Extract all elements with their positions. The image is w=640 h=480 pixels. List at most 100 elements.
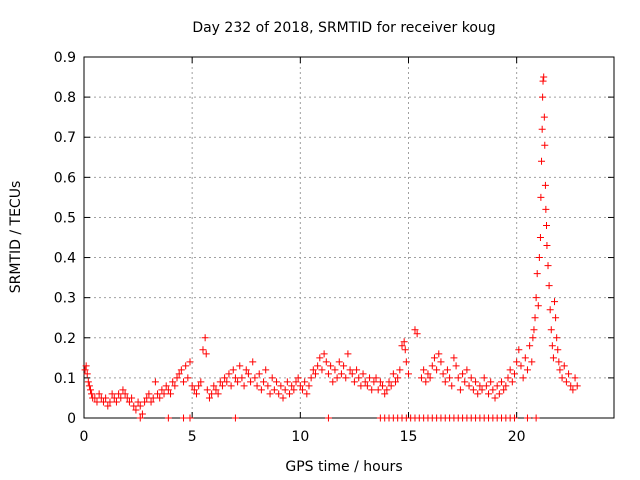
data-point — [84, 378, 92, 386]
data-point — [567, 382, 575, 390]
data-point — [541, 141, 549, 149]
data-point — [102, 394, 110, 402]
data-point — [210, 382, 218, 390]
data-point — [149, 394, 157, 402]
data-point — [539, 77, 547, 85]
data-point — [270, 386, 278, 394]
data-point — [346, 366, 354, 374]
data-point — [303, 390, 311, 398]
x-axis-label: GPS time / hours — [285, 459, 402, 475]
data-point — [86, 386, 94, 394]
plot-frame — [83, 56, 615, 419]
data-point — [433, 366, 441, 374]
data-point — [281, 386, 289, 394]
data-point — [264, 382, 272, 390]
data-point — [104, 402, 112, 410]
data-point — [394, 374, 402, 382]
data-point — [548, 342, 556, 350]
data-point — [357, 382, 365, 390]
data-point — [540, 113, 548, 121]
data-point — [171, 382, 179, 390]
data-point — [424, 370, 432, 378]
data-point — [158, 386, 166, 394]
data-point — [134, 398, 142, 406]
data-point — [279, 394, 287, 402]
data-point — [541, 181, 549, 189]
data-point — [368, 386, 376, 394]
data-point — [485, 390, 493, 398]
data-point — [551, 298, 559, 306]
data-point — [167, 390, 175, 398]
data-point — [353, 366, 361, 374]
data-point — [540, 73, 548, 81]
data-point — [320, 350, 328, 358]
data-point — [156, 394, 164, 402]
data-point — [546, 306, 554, 314]
data-point — [439, 370, 447, 378]
data-point — [363, 382, 371, 390]
data-point — [290, 386, 298, 394]
y-tick-label: 0.7 — [54, 130, 76, 146]
gridlines — [84, 57, 614, 418]
data-point — [359, 370, 367, 378]
data-point — [117, 394, 125, 402]
y-tick-label: 0.2 — [54, 331, 76, 347]
data-point — [273, 378, 281, 386]
data-point — [573, 382, 581, 390]
data-point — [502, 382, 510, 390]
data-point — [201, 334, 209, 342]
data-point — [186, 414, 194, 422]
data-point — [379, 382, 387, 390]
data-point — [374, 386, 382, 394]
data-point — [197, 378, 205, 386]
data-point — [195, 382, 203, 390]
data-point — [474, 390, 482, 398]
data-point — [366, 374, 374, 382]
data-point — [145, 390, 153, 398]
data-series — [81, 73, 581, 422]
data-point — [533, 270, 541, 278]
data-point — [335, 358, 343, 366]
data-point — [515, 346, 523, 354]
data-point — [536, 234, 544, 241]
data-point — [244, 370, 252, 378]
data-point — [311, 370, 319, 378]
data-point — [301, 378, 309, 386]
data-point — [93, 398, 101, 406]
data-point — [184, 374, 192, 382]
data-point — [240, 382, 248, 390]
data-point — [538, 157, 546, 165]
data-point — [560, 362, 568, 370]
data-point — [199, 346, 207, 354]
data-point — [151, 378, 159, 386]
data-point — [456, 386, 464, 394]
data-point — [307, 374, 315, 382]
data-point — [376, 378, 384, 386]
data-point — [192, 390, 200, 398]
y-tick-label: 0.5 — [54, 210, 76, 226]
data-point — [537, 193, 545, 201]
x-tick-label: 5 — [188, 429, 197, 445]
data-point — [454, 374, 462, 382]
data-point — [247, 378, 255, 386]
data-point — [132, 406, 140, 414]
y-tick-label: 0.8 — [54, 90, 76, 106]
data-point — [138, 410, 146, 418]
y-tick-label: 0.4 — [54, 251, 76, 267]
y-axis-label: SRMTID / TECUs — [8, 181, 24, 294]
data-point — [539, 93, 547, 101]
data-point — [251, 374, 259, 382]
data-point — [402, 358, 410, 366]
data-point — [443, 366, 451, 374]
data-point — [532, 414, 540, 422]
data-point — [450, 354, 458, 362]
data-point — [510, 370, 518, 378]
data-point — [417, 374, 425, 382]
data-point — [361, 378, 369, 386]
data-point — [283, 378, 291, 386]
y-tick-label: 0.6 — [54, 170, 76, 186]
y-tick-label: 0.1 — [54, 371, 76, 387]
data-point — [554, 346, 562, 354]
data-point — [81, 366, 89, 374]
data-point — [173, 374, 181, 382]
